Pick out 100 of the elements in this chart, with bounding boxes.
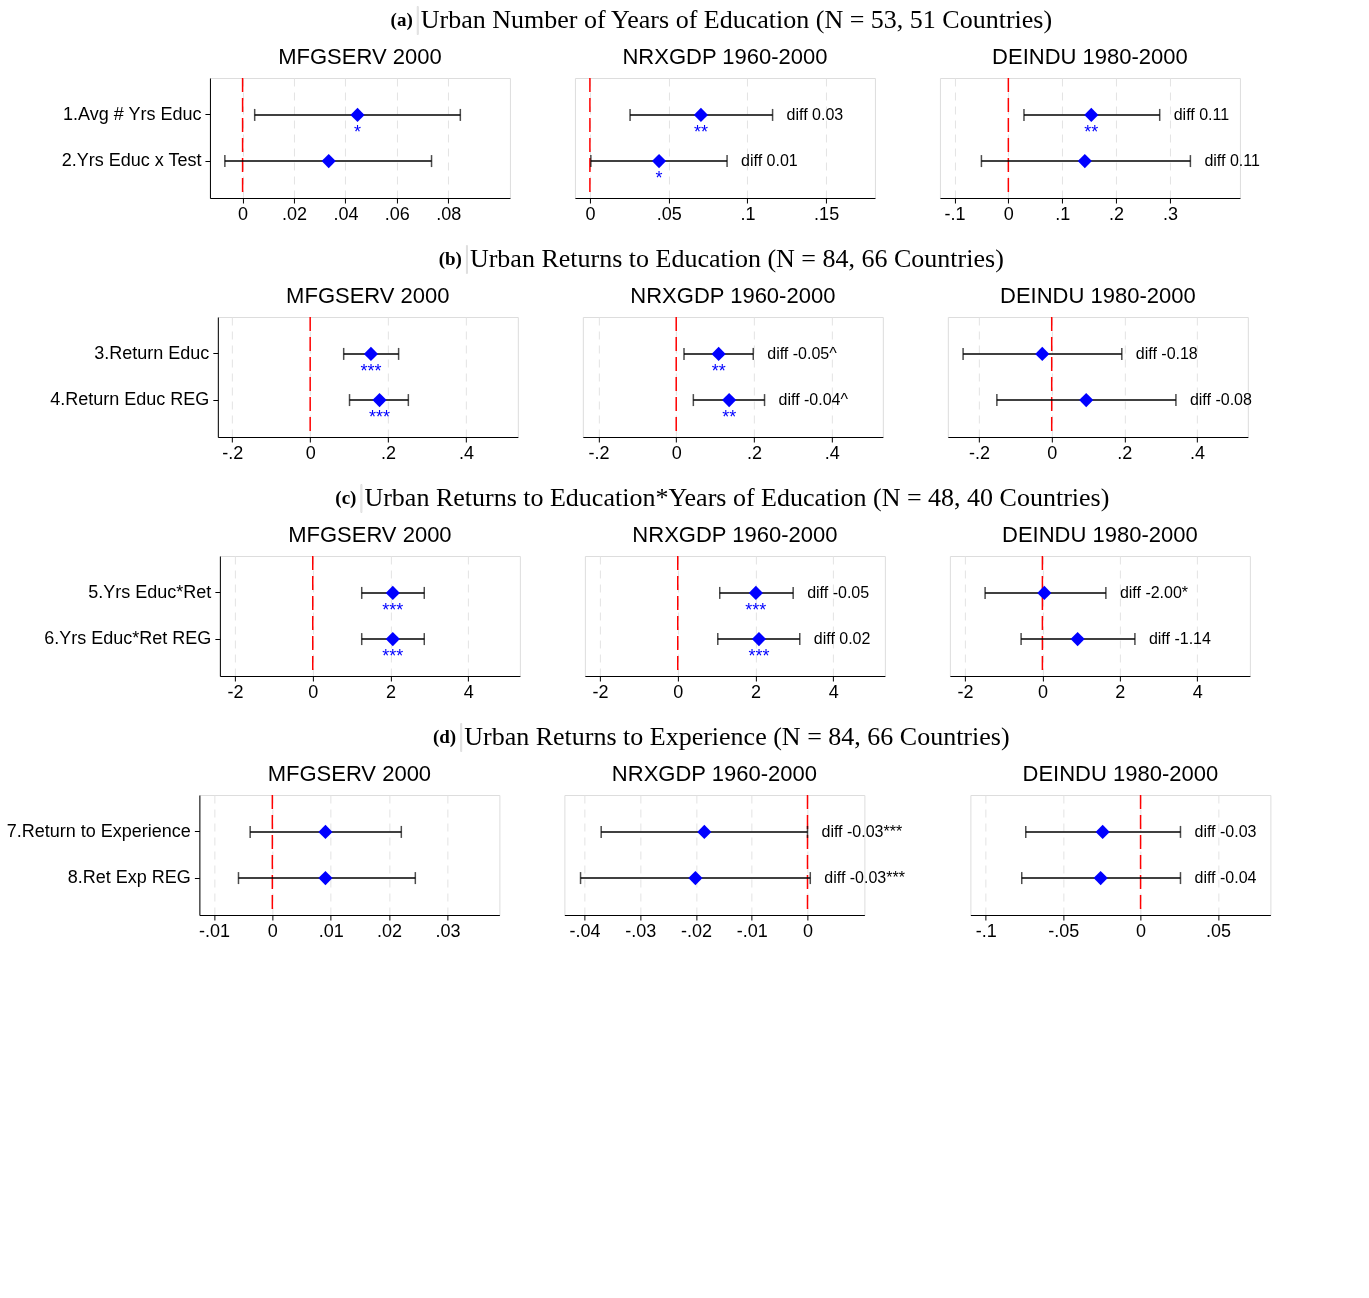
y-tick-label: 3.Return Educ <box>94 342 210 363</box>
x-tick-label: .2 <box>747 442 763 463</box>
x-tick-label: .06 <box>384 203 410 224</box>
x-tick-label: -.01 <box>736 920 768 941</box>
annotation: diff -0.03 <box>1194 822 1257 840</box>
x-tick-label: -.1 <box>944 203 966 224</box>
x-tick-label: 0 <box>802 920 814 941</box>
y-tick-label: 4.Return Educ REG <box>50 389 210 410</box>
x-tick-label: 0 <box>238 203 249 224</box>
chart-title: DEINDU 1980-2000 <box>1002 522 1198 548</box>
annotation: diff -0.03*** <box>821 822 903 840</box>
x-tick-label: 0 <box>1047 442 1058 463</box>
x-tick-label: 0 <box>1003 203 1014 224</box>
data-label: *** <box>382 646 404 667</box>
data-label: ** <box>1084 121 1099 142</box>
x-tick-label: .4 <box>459 442 475 463</box>
annotation: diff -0.04 <box>1194 869 1257 887</box>
x-tick-label: .4 <box>824 442 840 463</box>
chart-title: NRXGDP 1960-2000 <box>622 44 828 70</box>
data-label: *** <box>745 599 767 620</box>
x-tick-label: -.2 <box>969 442 991 463</box>
text: (c) Urban Returns to Education*Years of Education (N = 48, 40 Countries) <box>335 483 1110 512</box>
y-tick-label: 8.Ret Exp REG <box>67 867 191 888</box>
chart-title: MFGSERV 2000 <box>288 522 452 548</box>
annotation: diff -2.00* <box>1119 583 1189 601</box>
x-tick-label: 0 <box>673 681 684 702</box>
x-tick-label: 4 <box>828 681 839 702</box>
x-tick-label: 0 <box>267 920 278 941</box>
chart-title: DEINDU 1980-2000 <box>1022 761 1219 787</box>
data-label: ** <box>693 121 708 142</box>
chart-title: DEINDU 1980-2000 <box>1000 283 1196 309</box>
x-tick-label: -.2 <box>222 442 244 463</box>
data-label: * <box>655 168 663 189</box>
x-tick-label: 2 <box>385 681 396 702</box>
x-tick-label: .02 <box>377 920 403 941</box>
text: (a) Urban Number of Years of Education (N = 53, 51 Countries) <box>390 5 1053 34</box>
chart-title: MFGSERV 2000 <box>286 283 450 309</box>
x-tick-label: 0 <box>305 442 316 463</box>
text: (b) Urban Returns to Education (N = 84, 66 Countries) <box>438 244 1004 273</box>
x-tick-label: .2 <box>1109 203 1125 224</box>
annotation: diff 0.03 <box>786 105 844 123</box>
data-label: *** <box>382 599 404 620</box>
y-tick-label: 7.Return to Experience <box>6 820 191 841</box>
x-tick-label: 0 <box>308 681 319 702</box>
x-tick-label: 4 <box>1192 681 1203 702</box>
chart-title: DEINDU 1980-2000 <box>992 44 1188 70</box>
data-label: *** <box>360 360 382 381</box>
x-tick-label: -.03 <box>625 920 657 941</box>
text: (d) Urban Returns to Experience (N = 84, 66 Countries) <box>432 722 1010 751</box>
y-tick-label: 1.Avg # Yrs Educ <box>63 103 202 124</box>
data-label: *** <box>369 407 391 428</box>
x-tick-label: 4 <box>463 681 474 702</box>
chart-title: NRXGDP 1960-2000 <box>632 522 838 548</box>
chart-title: NRXGDP 1960-2000 <box>611 761 817 787</box>
x-tick-label: -.04 <box>569 920 601 941</box>
x-tick-label: -2 <box>227 681 244 702</box>
x-tick-label: 0 <box>585 203 596 224</box>
x-tick-label: -.05 <box>1048 920 1080 941</box>
annotation: diff -1.14 <box>1148 630 1211 648</box>
x-tick-label: -2 <box>592 681 609 702</box>
annotation: diff -0.18 <box>1135 344 1198 362</box>
x-tick-label: .04 <box>333 203 359 224</box>
x-tick-label: 0 <box>1136 920 1147 941</box>
x-tick-label: .2 <box>381 442 397 463</box>
data-label: *** <box>748 646 770 667</box>
chart-title: NRXGDP 1960-2000 <box>630 283 836 309</box>
data-label: * <box>354 121 362 142</box>
annotation: diff -0.03*** <box>824 869 905 887</box>
x-tick-label: .2 <box>1117 442 1133 463</box>
x-tick-label: -.1 <box>975 920 997 941</box>
x-tick-label: .05 <box>656 203 682 224</box>
annotation: diff -0.05 <box>807 583 870 601</box>
x-tick-label: .15 <box>814 203 840 224</box>
x-tick-label: .1 <box>1055 203 1071 224</box>
x-tick-label: .3 <box>1162 203 1178 224</box>
x-tick-label: .05 <box>1205 920 1231 941</box>
annotation: diff 0.11 <box>1173 105 1230 123</box>
y-tick-label: 2.Yrs Educ x Test <box>61 150 202 171</box>
annotation: diff -0.05^ <box>767 344 838 362</box>
x-tick-label: .02 <box>281 203 308 224</box>
annotation: diff -0.08 <box>1189 391 1252 409</box>
y-tick-label: 5.Yrs Educ*Ret <box>88 581 212 602</box>
annotation: diff -0.04^ <box>778 391 849 409</box>
annotation: diff 0.02 <box>813 630 871 648</box>
x-tick-label: .4 <box>1189 442 1205 463</box>
x-tick-label: 0 <box>671 442 682 463</box>
chart-title: MFGSERV 2000 <box>267 761 432 787</box>
annotation: diff 0.01 <box>741 152 798 170</box>
data-label: ** <box>722 407 737 428</box>
x-tick-label: -.01 <box>198 920 230 941</box>
y-tick-label: 6.Yrs Educ*Ret REG <box>44 628 212 649</box>
x-tick-label: 2 <box>750 681 761 702</box>
chart-title: MFGSERV 2000 <box>278 44 442 70</box>
data-label: ** <box>711 360 726 381</box>
x-tick-label: .01 <box>318 920 344 941</box>
x-tick-label: .03 <box>435 920 461 941</box>
x-tick-label: 2 <box>1115 681 1126 702</box>
x-tick-label: -.02 <box>680 920 712 941</box>
x-tick-label: -2 <box>957 681 974 702</box>
x-tick-label: 0 <box>1037 681 1048 702</box>
